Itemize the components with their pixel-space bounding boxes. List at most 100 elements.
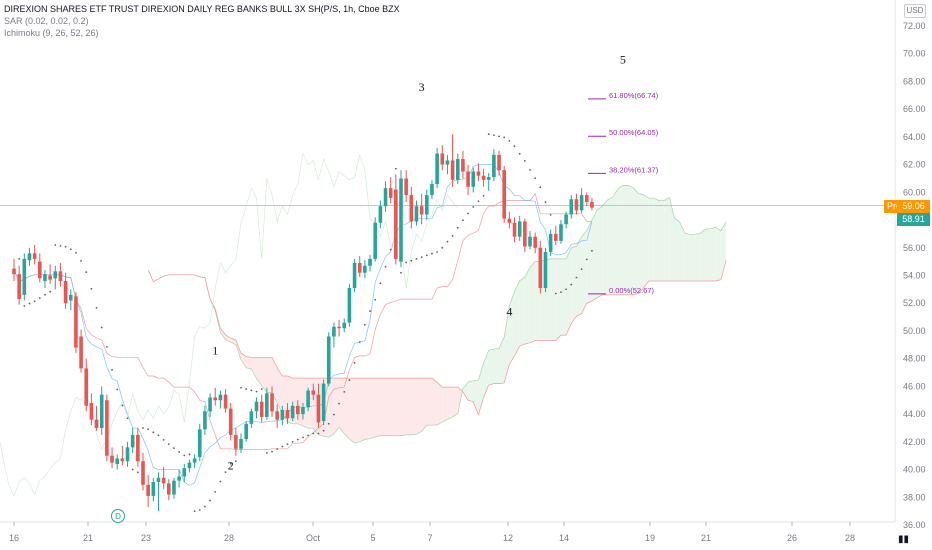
candle-body (378, 206, 383, 223)
ichimoku-cloud-segment (344, 378, 350, 440)
sar-dot (580, 268, 583, 270)
sar-dot (348, 379, 351, 382)
sar-dot (394, 167, 397, 170)
ichimoku-cloud-segment (514, 280, 520, 356)
ichimoku-cloud-segment (586, 220, 592, 304)
tradingview-logo-icon[interactable]: ▮▮ (898, 534, 910, 545)
ichimoku-cloud-segment (385, 378, 391, 436)
candle-body (554, 233, 558, 241)
sar-dot (389, 248, 392, 251)
candle-body (74, 296, 78, 348)
ichimoku-cloud-segment (225, 335, 231, 343)
ichimoku-cloud-segment (364, 378, 371, 440)
ichimoku-cloud-segment (401, 378, 407, 436)
x-tick-label: 28 (845, 533, 855, 543)
x-tick-label: 19 (645, 533, 655, 543)
sar-dot (565, 288, 568, 291)
candle-body (17, 274, 21, 300)
sar-dot (508, 139, 511, 142)
candle-body (218, 394, 223, 401)
ichimoku-cloud-segment (390, 378, 396, 436)
y-tick-label: 42.00 (903, 437, 926, 447)
sar-dot (229, 462, 232, 465)
candle-body (543, 251, 548, 288)
sar-dot (147, 428, 150, 431)
candle-body (125, 447, 130, 462)
candle-body (316, 394, 321, 423)
sar-dot (136, 471, 139, 474)
candle-body (151, 482, 156, 496)
sar-dot (281, 445, 284, 448)
sar-dot (307, 434, 310, 437)
sar-dot (451, 234, 454, 237)
candle-body (156, 477, 161, 483)
y-tick-label: 36.00 (903, 520, 926, 530)
dividend-marker-icon (111, 509, 125, 523)
fib-level-label: 38.20%(61.37) (609, 165, 659, 174)
sar-dot (23, 305, 26, 307)
currency-button[interactable]: USD (904, 4, 926, 18)
elliott-wave-label: 1 (212, 344, 218, 358)
ichimoku-cloud-segment (447, 387, 453, 420)
ichimoku-cloud-segment (488, 348, 494, 386)
y-tick-label: 48.00 (903, 354, 926, 364)
candle-body (177, 476, 181, 481)
sar-dot (116, 388, 119, 391)
candle-body (492, 154, 496, 178)
ichimoku-span-a (147, 185, 727, 444)
sar-dot (446, 240, 449, 243)
candle-body (538, 247, 543, 288)
candle-body (357, 263, 362, 273)
sar-dot (38, 297, 41, 299)
ichimoku-cloud-segment (674, 217, 680, 282)
ichimoku-cloud-segment (705, 228, 711, 282)
sar-dot (369, 310, 371, 312)
y-tick-label: 54.00 (903, 271, 926, 281)
y-tick-label: 60.00 (903, 187, 926, 197)
ichimoku-cloud-segment (555, 258, 561, 341)
y-tick-label: 56.00 (903, 243, 926, 253)
candle-body (115, 458, 119, 465)
candle-body (203, 411, 207, 430)
ichimoku-cloud-segment (411, 378, 417, 435)
candle-body (296, 405, 300, 415)
sar-dot (487, 133, 490, 136)
candle-body (528, 236, 532, 247)
x-tick-label: Oct (306, 533, 321, 543)
candle-body (445, 160, 450, 165)
elliott-wave-label: 2 (228, 459, 234, 473)
candle-body (352, 263, 357, 288)
candle-body (187, 462, 192, 469)
sar-dot (374, 298, 377, 301)
sar-dot (95, 306, 98, 309)
ichimoku-cloud-segment (607, 197, 613, 295)
candle-body (79, 336, 83, 369)
ichimoku-cloud-segment (297, 378, 303, 426)
ichimoku-cloud-segment (483, 350, 489, 398)
candle-body (228, 408, 233, 435)
sar-dot (157, 434, 160, 437)
ichimoku-cloud-segment (509, 291, 515, 365)
y-tick-label: 64.00 (903, 132, 926, 142)
sar-dot (400, 271, 402, 274)
sar-dot (219, 480, 222, 483)
candle-body (559, 224, 563, 241)
sar-dot (358, 341, 361, 343)
sar-dot (193, 510, 196, 513)
x-tick-label: 12 (503, 533, 513, 543)
ichimoku-cloud-segment (710, 227, 716, 282)
sar-dot (90, 287, 93, 290)
y-tick-label: 46.00 (903, 381, 926, 391)
sar-dot (472, 206, 475, 208)
sar-dot (240, 386, 242, 389)
sar-dot (477, 200, 480, 203)
sar-dot (327, 422, 330, 425)
sar-dot (425, 254, 428, 257)
ichimoku-cloud-segment (452, 387, 458, 417)
candle-body (12, 268, 16, 275)
candle-body (244, 423, 248, 440)
ichimoku-cloud-segment (638, 193, 644, 294)
sar-dot (64, 245, 67, 248)
ichimoku-cloud-segment (504, 305, 510, 383)
